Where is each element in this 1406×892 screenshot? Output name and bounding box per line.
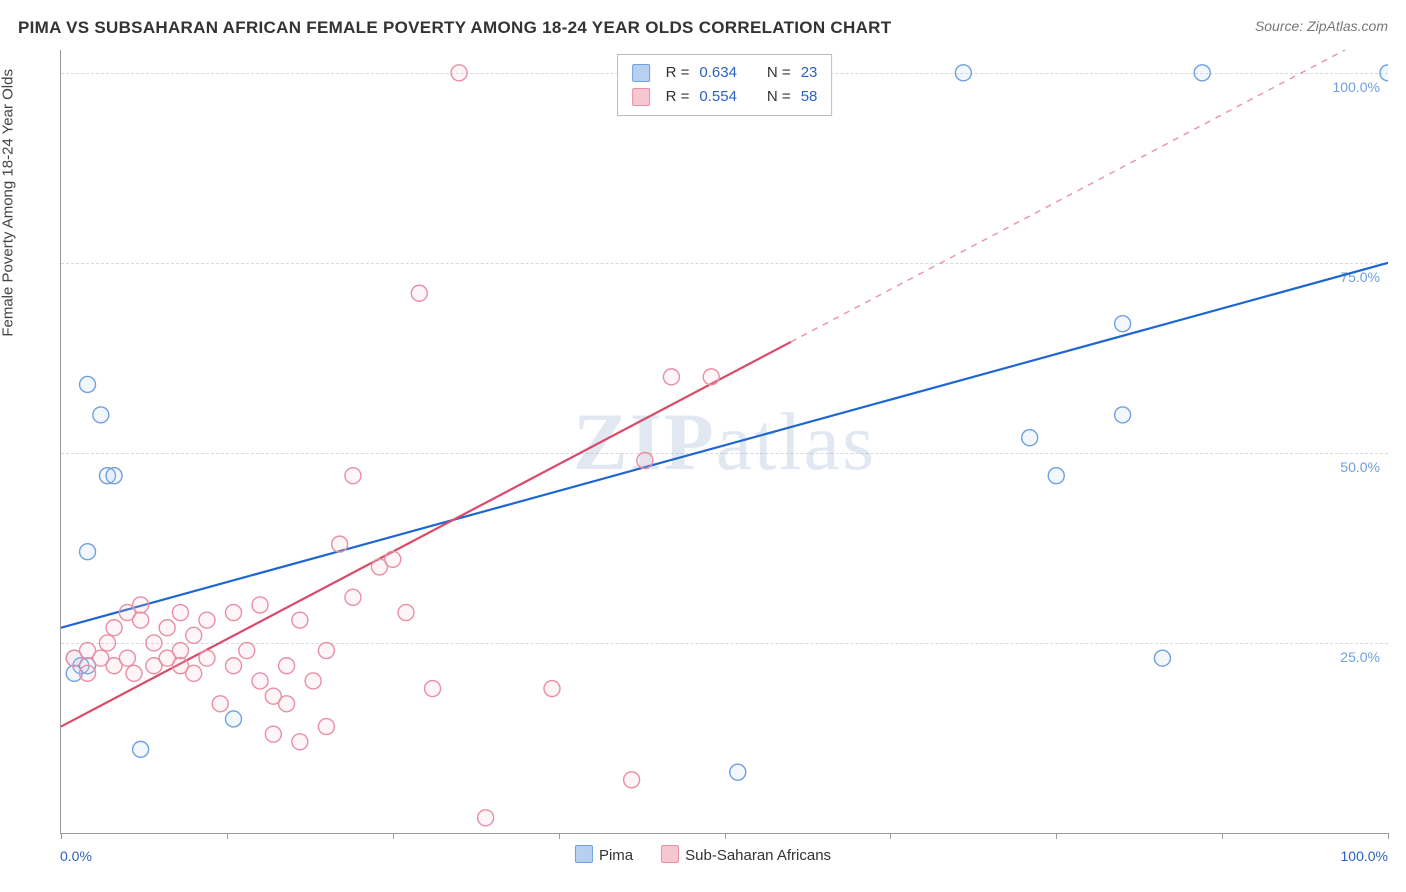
scatter-svg: [61, 50, 1388, 833]
plot-region: ZIPatlas 25.0%50.0%75.0%100.0%R =0.634N …: [60, 50, 1388, 834]
x-tick: [1056, 833, 1057, 839]
y-axis-label: Female Poverty Among 18-24 Year Olds: [0, 69, 17, 337]
chart-header: PIMA VS SUBSAHARAN AFRICAN FEMALE POVERT…: [18, 18, 1388, 48]
n-value: 23: [801, 61, 818, 85]
r-value: 0.554: [699, 85, 737, 109]
source-attribution: Source: ZipAtlas.com: [1255, 18, 1388, 34]
legend-label: Pima: [599, 847, 633, 864]
swatch-icon: [575, 845, 593, 863]
x-tick: [1388, 833, 1389, 839]
chart-title: PIMA VS SUBSAHARAN AFRICAN FEMALE POVERT…: [18, 18, 891, 37]
legend-item: Pima: [575, 845, 633, 864]
swatch-icon: [632, 64, 650, 82]
swatch-icon: [632, 88, 650, 106]
legend: Pima Sub-Saharan Africans: [575, 845, 831, 864]
x-tick: [725, 833, 726, 839]
source-name: ZipAtlas.com: [1307, 18, 1388, 34]
r-value: 0.634: [699, 61, 737, 85]
source-prefix: Source:: [1255, 18, 1307, 34]
r-label: R =: [666, 61, 690, 85]
n-label: N =: [767, 85, 791, 109]
n-value: 58: [801, 85, 818, 109]
x-tick: [1222, 833, 1223, 839]
x-tick: [559, 833, 560, 839]
legend-label: Sub-Saharan Africans: [685, 847, 831, 864]
stats-row: R = 0.634 N = 23: [632, 61, 818, 85]
n-label: N =: [767, 61, 791, 85]
legend-item: Sub-Saharan Africans: [661, 845, 831, 864]
r-label: R =: [666, 85, 690, 109]
x-tick: [393, 833, 394, 839]
chart-area: Female Poverty Among 18-24 Year Olds ZIP…: [18, 50, 1388, 874]
stats-row: R = 0.554 N = 58: [632, 85, 818, 109]
swatch-icon: [661, 845, 679, 863]
x-max-label: 100.0%: [1341, 848, 1388, 864]
x-tick: [227, 833, 228, 839]
x-tick: [61, 833, 62, 839]
x-min-label: 0.0%: [60, 848, 92, 864]
stats-box: R = 0.634 N = 23 R = 0.554 N = 58: [617, 54, 833, 116]
x-tick: [890, 833, 891, 839]
